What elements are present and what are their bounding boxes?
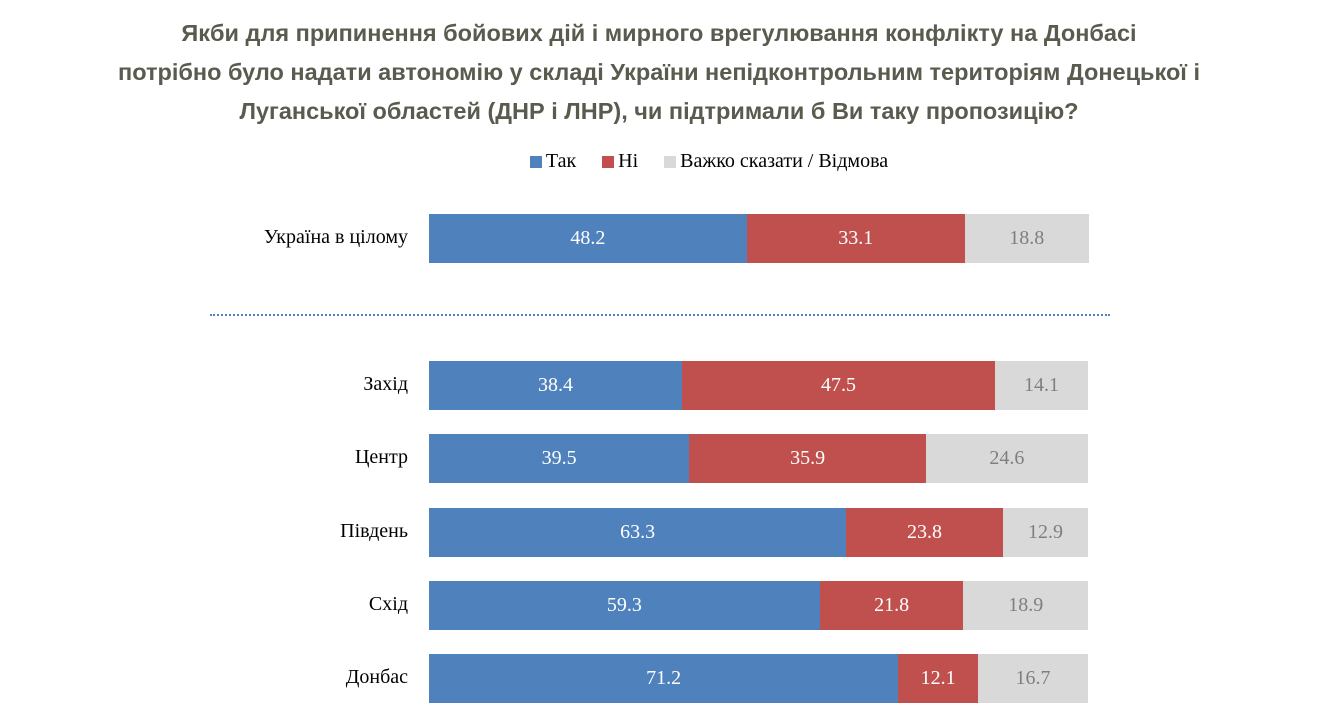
bar-segment: 18.8	[964, 214, 1089, 263]
legend-item-no: Ні	[602, 150, 638, 173]
data-label: 23.8	[907, 521, 943, 543]
bar-segment: 59.3	[429, 581, 820, 630]
bar-segment: 21.8	[819, 581, 964, 630]
data-label: 12.9	[1027, 521, 1063, 543]
category-label: Південь	[340, 520, 408, 542]
legend-swatch	[529, 155, 542, 168]
data-label: 63.3	[620, 521, 656, 543]
category-label: Захід	[363, 373, 408, 395]
data-label: 14.1	[1024, 374, 1060, 396]
data-label: 24.6	[989, 447, 1025, 469]
category-label: Україна в цілому	[263, 226, 408, 248]
bar-segment: 39.5	[429, 434, 690, 483]
data-label: 16.7	[1015, 667, 1051, 689]
bar-segment: 38.4	[429, 361, 683, 410]
data-label: 18.8	[1009, 227, 1045, 249]
legend-label: Ні	[618, 150, 639, 172]
chart-title: Якби для припинення бойових дій і мирног…	[0, 14, 1318, 131]
data-label: 39.5	[541, 447, 577, 469]
category-label: Донбас	[345, 666, 408, 688]
bar-segment: 24.6	[925, 434, 1088, 483]
title-line: Якби для припинення бойових дій і мирног…	[181, 20, 1137, 46]
data-label: 18.9	[1008, 594, 1044, 616]
bar-segment: 35.9	[689, 434, 926, 483]
bar-segment: 48.2	[429, 214, 747, 263]
legend-item-hard-to-say: Важко сказати / Відмова	[664, 150, 888, 173]
data-label: 47.5	[821, 374, 857, 396]
title-line: Луганської областей (ДНР і ЛНР), чи підт…	[239, 98, 1079, 124]
bar-segment: 14.1	[995, 361, 1088, 410]
data-label: 48.2	[570, 227, 606, 249]
category-label: Схід	[368, 593, 408, 615]
category-label: Центр	[354, 446, 408, 468]
data-label: 71.2	[646, 667, 682, 689]
data-label: 38.4	[538, 374, 574, 396]
bar-segment: 12.1	[898, 654, 978, 703]
data-label: 35.9	[790, 447, 826, 469]
bar-segment: 18.9	[963, 581, 1088, 630]
bar-segment: 47.5	[682, 361, 996, 410]
bar-segment: 71.2	[429, 654, 899, 703]
legend-swatch	[664, 155, 677, 168]
separator-dotted-line	[210, 314, 1110, 316]
data-label: 21.8	[874, 594, 910, 616]
bar-segment: 16.7	[977, 654, 1088, 703]
data-label: 12.1	[920, 667, 956, 689]
data-label: 33.1	[838, 227, 874, 249]
data-label: 59.3	[606, 594, 642, 616]
legend-label: Так	[545, 150, 577, 172]
legend-label: Важко сказати / Відмова	[680, 150, 889, 172]
bar-segment: 63.3	[429, 508, 847, 557]
legend: Так Ні Важко сказати / Відмова	[0, 150, 1318, 173]
bar-segment: 23.8	[846, 508, 1003, 557]
bar-segment: 33.1	[746, 214, 965, 263]
legend-swatch	[602, 155, 615, 168]
bar-segment: 12.9	[1002, 508, 1088, 557]
title-line: потрібно було надати автономію у складі …	[118, 59, 1200, 85]
legend-item-yes: Так	[529, 150, 577, 173]
